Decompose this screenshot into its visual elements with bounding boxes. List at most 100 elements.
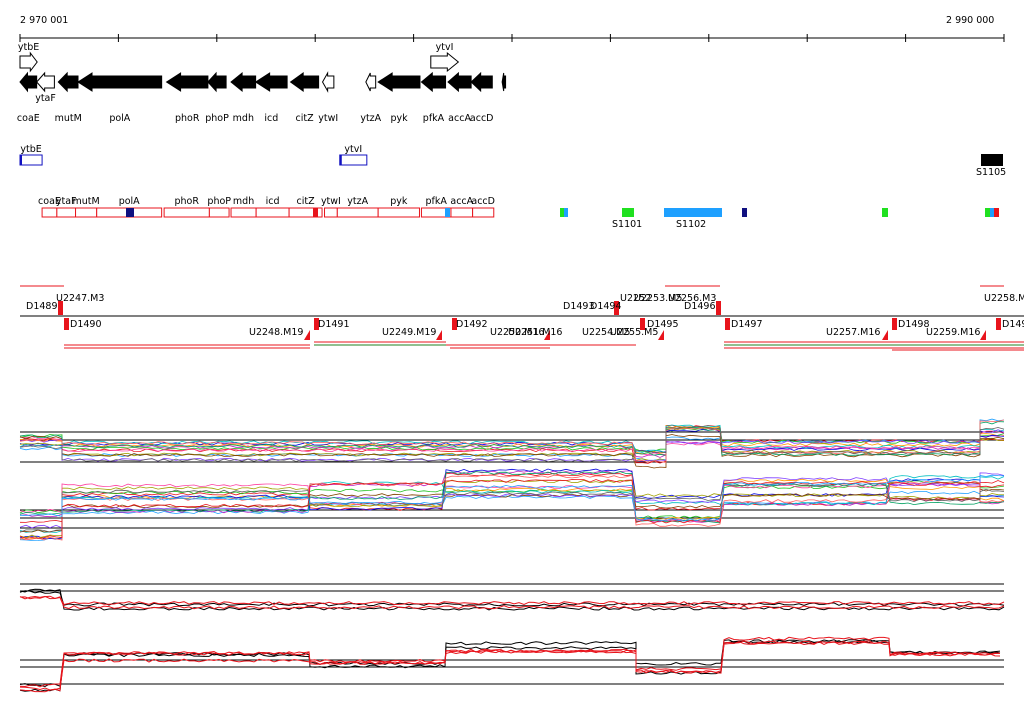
- segment-name: citZ: [297, 196, 316, 207]
- ruler-ticks: [19, 34, 1005, 42]
- profile-line: [19, 595, 1005, 606]
- gene-arrow-reverse: [207, 71, 227, 93]
- segment-box: [288, 207, 323, 218]
- segment-fill: [560, 208, 564, 217]
- segment-box: [450, 207, 474, 218]
- marker-label: U2256.M3: [668, 293, 716, 304]
- profile-line: [19, 424, 1005, 454]
- gene-arrow-forward: [430, 51, 460, 73]
- marker-label: U2252: [620, 293, 651, 304]
- profile-line: [19, 475, 1005, 533]
- expression-profiles-multicolor: [19, 418, 1005, 541]
- marker-triangle: [436, 330, 442, 340]
- marker-ranges: [20, 285, 1024, 351]
- marker-label: D1491: [318, 319, 350, 330]
- marker-label: D1492: [456, 319, 488, 330]
- segment-box: [324, 207, 338, 218]
- profile-line: [19, 430, 1005, 456]
- profile-line: [19, 478, 1005, 540]
- segment-name: mutM: [73, 196, 100, 207]
- operon-box: [339, 154, 368, 166]
- marker-tick: [64, 318, 69, 330]
- marker-tick: [996, 318, 1001, 330]
- segment-name: accA: [450, 196, 473, 207]
- segment-box: [208, 207, 230, 218]
- profile-line: [19, 470, 1005, 523]
- marker-label: U2257.M16: [826, 327, 880, 338]
- marker-triangle: [980, 330, 986, 340]
- operon-label: ytbE: [20, 144, 41, 155]
- gene-label: mdh: [233, 113, 254, 124]
- segment-name: coaE: [38, 196, 61, 207]
- ruler-start-label: 2 970 001: [20, 15, 68, 26]
- gene-label: ytaF: [35, 93, 56, 104]
- gene-arrow-reverse: [365, 72, 377, 92]
- profile-line: [19, 479, 1005, 539]
- profile-line: [19, 480, 1005, 519]
- operon-label: ytvI: [344, 144, 362, 155]
- gene-label: coaE: [17, 113, 40, 124]
- coordinate-ruler: 2 970 001 2 990 000: [19, 15, 1005, 42]
- segment-block-s1105: [981, 154, 1003, 166]
- segment-name: ytzA: [347, 196, 368, 207]
- gene-arrow-reverse: [447, 71, 472, 93]
- profile-line: [19, 636, 1001, 688]
- marker-label: U2258.M: [984, 293, 1024, 304]
- segment-label-s1101: S1101: [612, 219, 642, 230]
- marker-tick: [614, 301, 619, 315]
- segment-box: [230, 207, 257, 218]
- operon-box: [19, 154, 43, 166]
- gene-arrow-reverse: [501, 72, 507, 92]
- marker-label: D1493: [563, 301, 595, 312]
- gene-arrow-reverse: [19, 71, 38, 93]
- gene-label: accA: [448, 113, 471, 124]
- profile-line: [19, 595, 1005, 610]
- segment-name: polA: [119, 196, 140, 207]
- profile-line: [19, 426, 1005, 462]
- segment-box: [377, 207, 420, 218]
- marker-tick: [892, 318, 897, 330]
- segment-fill: [994, 208, 999, 217]
- segment-fill: [990, 208, 994, 217]
- gene-annotation-track: ytbE ytvI coaE ytaF mutM polA phoR phoP mdh icd ci…: [17, 42, 507, 124]
- gene-arrow-reverse: [470, 71, 493, 93]
- marker-tick: [58, 301, 63, 315]
- segment-fill: [742, 208, 747, 217]
- marker-tick: [716, 301, 721, 315]
- gene-label: ytbE: [18, 42, 39, 53]
- marker-label: U2259.M16: [926, 327, 980, 338]
- marker-label: D1489: [26, 301, 58, 312]
- segment-label-s1105: S1105: [976, 167, 1006, 178]
- segment-box: [75, 207, 98, 218]
- gene-arrow-forward: [19, 51, 38, 73]
- gene-label: ytwI: [318, 113, 338, 124]
- marker-triangle: [882, 330, 888, 340]
- segment-box: [56, 207, 77, 218]
- segment-fill: [445, 208, 450, 217]
- gene-arrow-reverse: [57, 71, 79, 93]
- expression-profiles-black-red: [19, 583, 1005, 693]
- marker-label: U2254.M5: [582, 327, 630, 338]
- ruler-end-label: 2 990 000: [946, 15, 994, 26]
- segment-fill: [882, 208, 888, 217]
- marker-label: D1495: [647, 319, 679, 330]
- profile-line: [19, 468, 1005, 540]
- segment-name: mdh: [233, 196, 254, 207]
- marker-label: D1490: [70, 319, 102, 330]
- segment-name: accD: [471, 196, 495, 207]
- segment-box: [163, 207, 210, 218]
- segment-fill: [313, 208, 318, 217]
- segment-name: ytaF: [56, 196, 77, 207]
- marker-triangle: [544, 330, 550, 340]
- marker-tick: [314, 318, 319, 330]
- gene-arrow-reverse: [77, 72, 163, 92]
- marker-triangle: [304, 330, 310, 340]
- marker-label: D1498: [898, 319, 930, 330]
- marker-triangle: [658, 330, 664, 340]
- gene-arrow-reverse: [321, 71, 335, 93]
- marker-tick: [640, 318, 645, 330]
- operon-box-edge: [20, 155, 22, 165]
- gene-arrow-reverse: [420, 71, 447, 93]
